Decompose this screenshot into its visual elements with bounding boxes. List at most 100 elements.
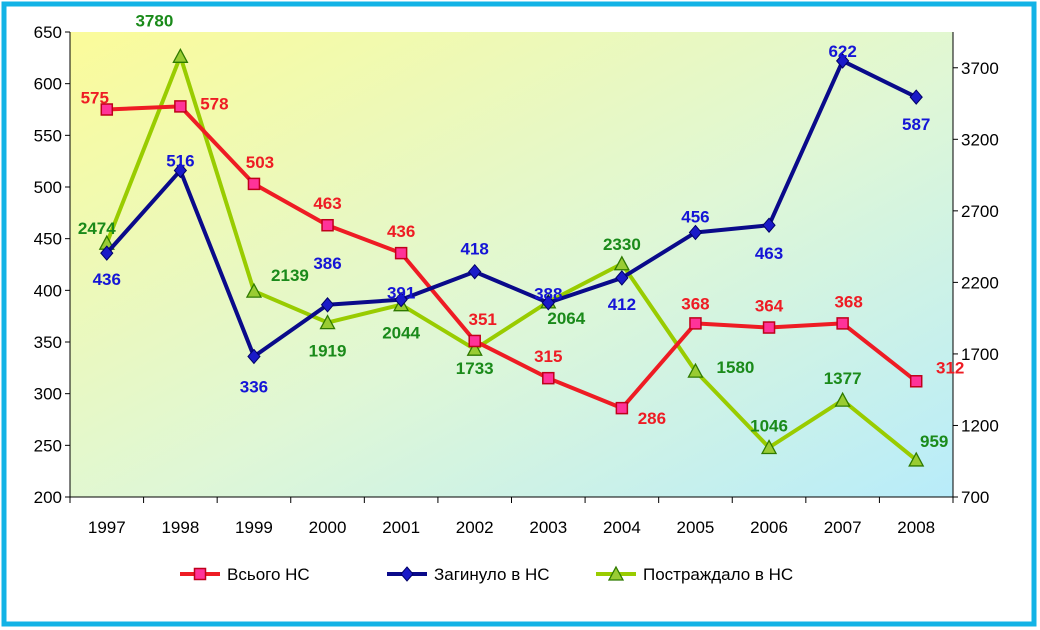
series-1 (100, 53, 923, 365)
point-diamond (173, 162, 188, 179)
data-label: 456 (681, 207, 709, 226)
x-tick-label: 2004 (603, 518, 641, 537)
legend: Всього НС Загинуло в НС Постраждало в НС (180, 565, 793, 584)
y-right-tick-label: 3700 (961, 59, 999, 78)
y-left-tick-label: 450 (34, 230, 62, 249)
series-line (105, 58, 918, 359)
data-label: 2044 (382, 324, 420, 343)
point-diamond (394, 291, 408, 308)
x-tick-label: 2003 (529, 518, 567, 537)
x-tick-label: 1998 (161, 518, 199, 537)
data-label: 578 (200, 94, 228, 113)
point-square (689, 317, 702, 330)
y-left-tick-label: 200 (34, 488, 62, 507)
legend-item: Всього НС (180, 565, 310, 584)
point-diamond (541, 294, 555, 311)
point-triangle (245, 282, 263, 298)
y-left-tick-label: 350 (34, 333, 62, 352)
point-triangle (319, 314, 336, 330)
point-square (394, 246, 408, 260)
data-label: 391 (387, 284, 415, 303)
point-diamond (247, 348, 261, 365)
series-layer (98, 47, 925, 467)
point-square (100, 103, 114, 116)
point-diamond (688, 224, 703, 241)
point-square (321, 218, 334, 232)
point-diamond (909, 89, 923, 105)
series-line (104, 54, 918, 462)
data-label: 312 (936, 358, 964, 377)
data-label: 351 (469, 310, 497, 329)
data-label: 2330 (603, 235, 641, 254)
data-label: 516 (166, 151, 194, 170)
y-left-tick-label: 600 (34, 75, 62, 94)
point-triangle (613, 255, 630, 271)
x-tick-label: 2002 (456, 518, 494, 537)
y-right-tick-label: 1200 (961, 416, 999, 435)
legend-label: Загинуло в НС (434, 565, 550, 584)
y-right-tick-label: 2700 (961, 202, 999, 221)
point-triangle (687, 362, 704, 378)
x-tick-label: 1999 (235, 518, 273, 537)
x-tick-label: 2000 (309, 518, 347, 537)
point-diamond (320, 297, 335, 313)
data-label: 2474 (78, 219, 116, 238)
point-diamond (762, 217, 776, 234)
y-left-tick-label: 400 (34, 281, 62, 300)
data-label: 418 (461, 240, 489, 259)
data-label: 436 (387, 222, 415, 241)
legend-label: Постраждало в НС (643, 565, 793, 584)
data-labels: 575 578 503 463 436 351 315 286 368 364 368 312 436 5… (78, 11, 965, 451)
point-square (247, 177, 261, 191)
data-label: 364 (755, 297, 784, 316)
y-left-tick-label: 300 (34, 385, 62, 404)
data-label: 587 (902, 115, 930, 134)
x-tick-label: 2001 (382, 518, 420, 537)
point-diamond (100, 245, 114, 261)
y-right-tick-label: 1700 (961, 345, 999, 364)
point-square (468, 334, 481, 348)
data-label: 3780 (135, 11, 173, 30)
series-line (106, 104, 918, 411)
point-diamond (835, 53, 850, 69)
data-label: 1919 (309, 342, 347, 361)
legend-item: Постраждало в НС (596, 565, 793, 584)
point-triangle (607, 565, 625, 581)
point-triangle (908, 451, 925, 467)
legend-item: Загинуло в НС (387, 565, 550, 584)
data-label: 436 (93, 270, 121, 289)
point-square (174, 100, 187, 113)
data-label: 463 (313, 194, 341, 213)
x-tick-label: 2007 (824, 518, 862, 537)
y-left-tick-label: 550 (34, 126, 62, 145)
data-label: 368 (834, 292, 862, 311)
data-label: 315 (534, 347, 562, 366)
data-label: 2139 (271, 266, 309, 285)
x-tick-label: 2006 (750, 518, 788, 537)
data-label: 386 (313, 254, 341, 273)
data-label: 1377 (824, 369, 862, 388)
point-triangle (760, 439, 778, 455)
x-tick-label: 1997 (88, 518, 126, 537)
point-square (836, 317, 849, 330)
y-left-tick-label: 650 (34, 23, 62, 42)
data-label: 412 (608, 295, 636, 314)
point-diamond (400, 566, 414, 582)
y-right-tick-label: 2200 (961, 273, 999, 292)
y-right-tick-label: 700 (961, 488, 989, 507)
data-label: 503 (246, 153, 274, 172)
data-label: 622 (828, 42, 856, 61)
data-label: 286 (638, 409, 666, 428)
point-diamond (615, 270, 629, 286)
data-label: 336 (240, 377, 268, 396)
point-diamond (468, 263, 482, 280)
point-triangle (172, 47, 189, 63)
data-label: 1733 (456, 359, 494, 378)
point-square (542, 371, 555, 385)
data-label: 2064 (547, 309, 585, 328)
data-label: 1046 (750, 416, 788, 435)
y-left-tick-label: 500 (34, 178, 62, 197)
x-tick-label: 2005 (677, 518, 715, 537)
